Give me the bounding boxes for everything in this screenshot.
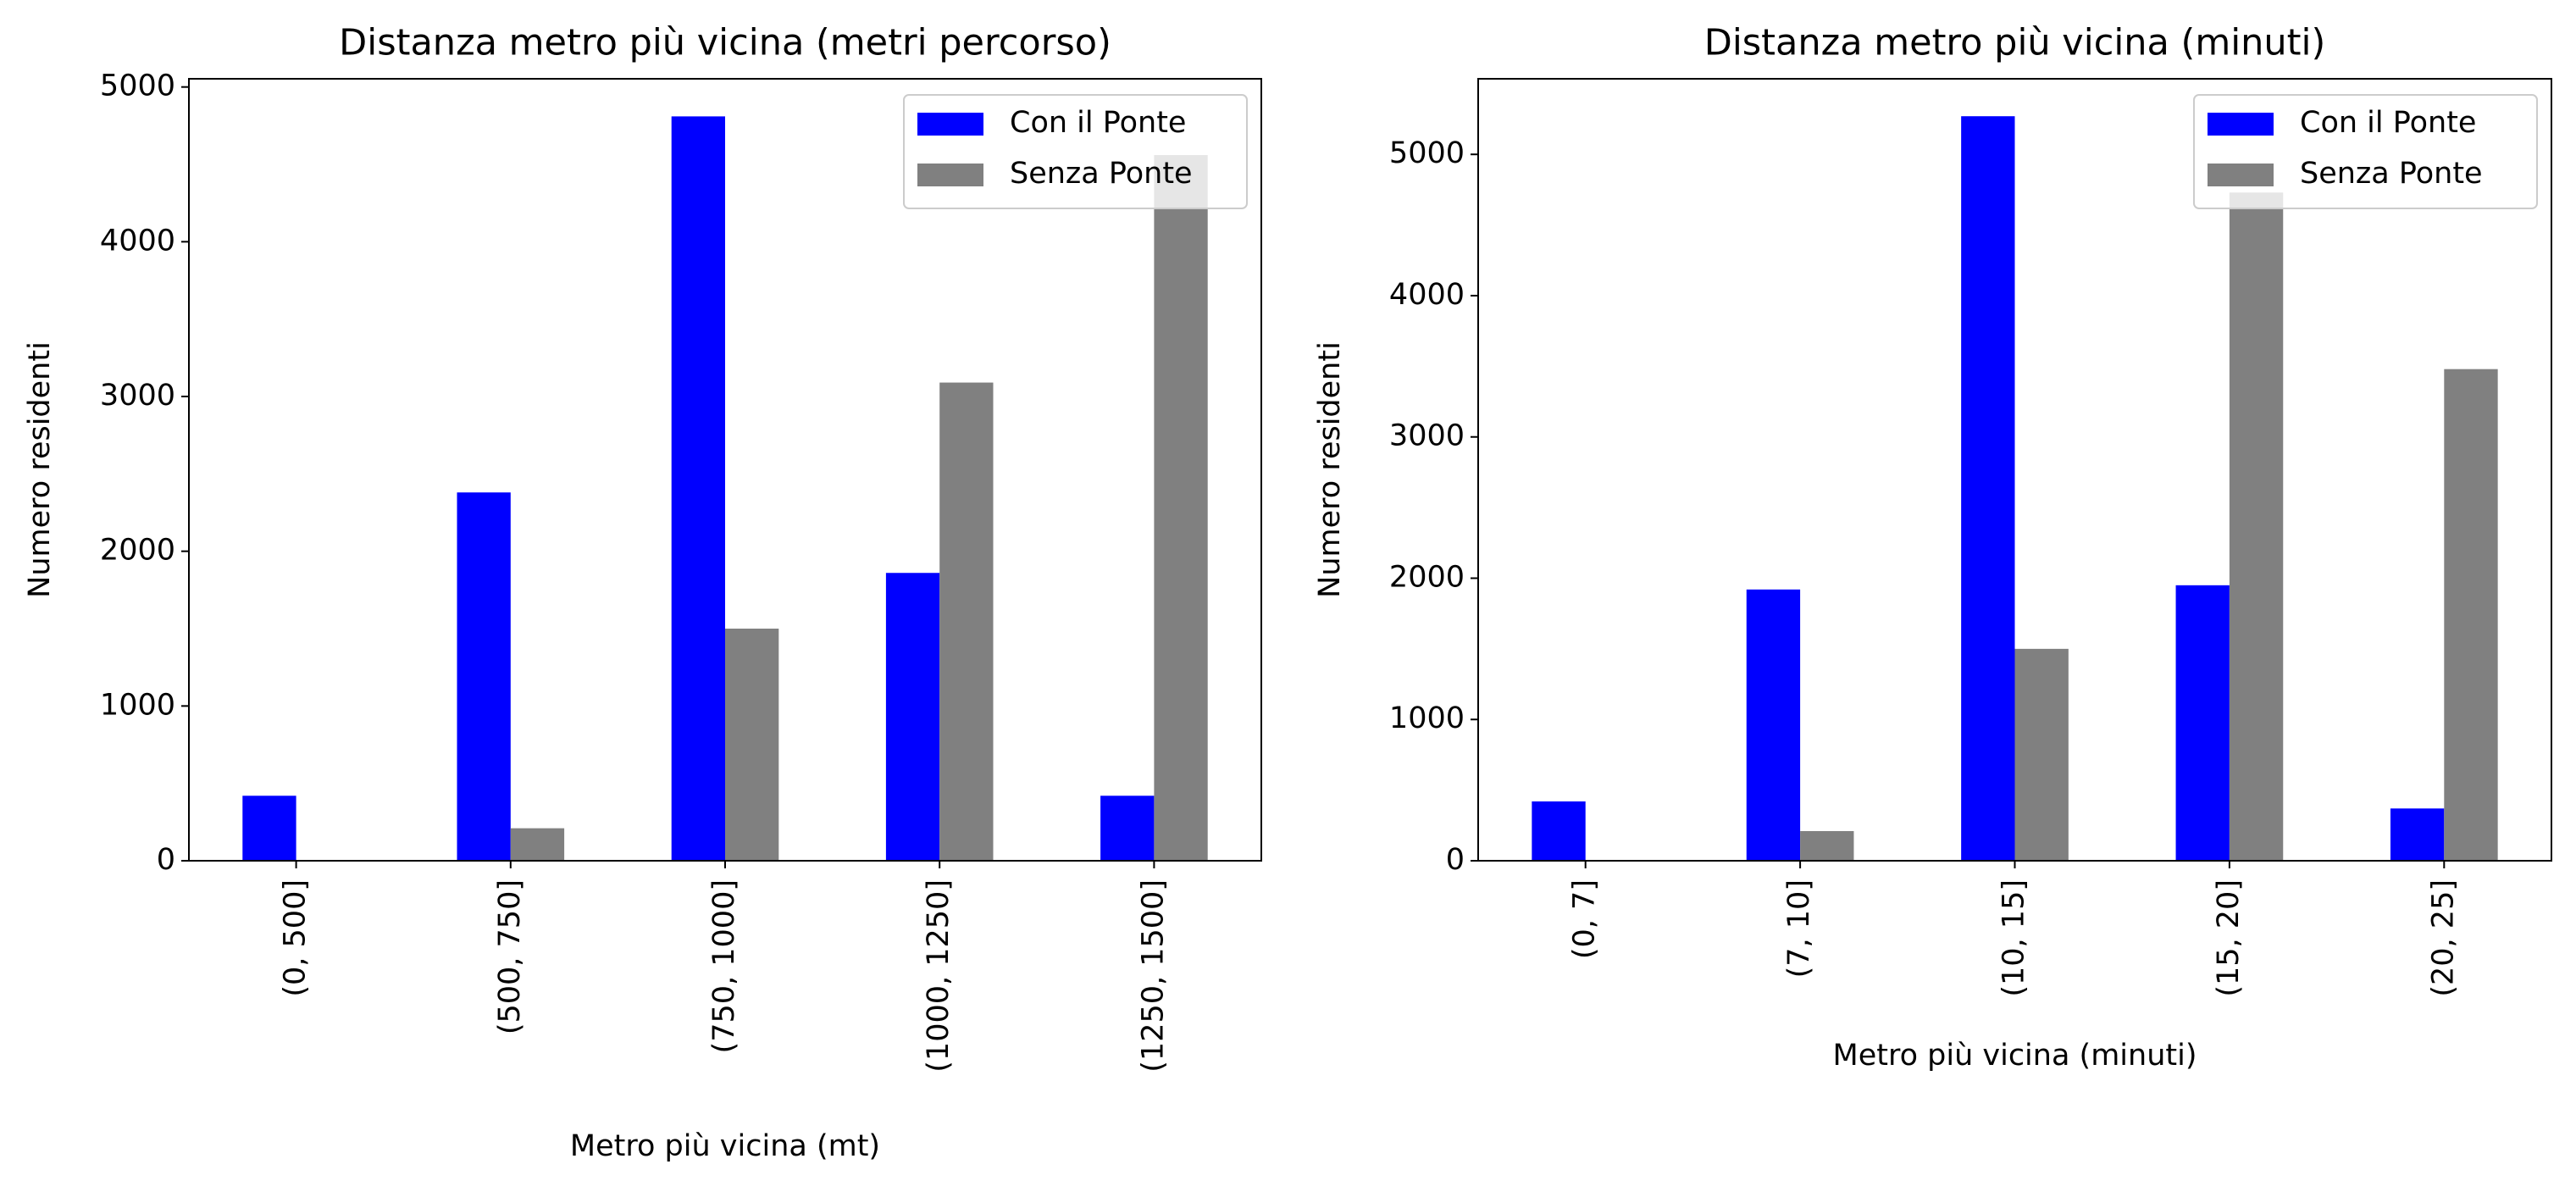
legend-box <box>2193 94 2538 209</box>
x-tick-label: (1250, 1500] <box>1136 879 1170 1073</box>
x-tick-label: (750, 1000] <box>707 879 741 1053</box>
bar <box>1746 589 1801 861</box>
legend-label: Con il Ponte <box>1010 106 1186 140</box>
x-tick-label: (10, 15] <box>1997 879 2031 997</box>
bar <box>2014 648 2069 861</box>
chart-title: Distanza metro più vicina (metri percors… <box>339 22 1111 64</box>
x-tick-label: (15, 20] <box>2212 879 2246 997</box>
x-tick-label: (500, 750] <box>493 879 527 1034</box>
y-tick-label: 0 <box>157 843 175 877</box>
x-axis-label: Metro più vicina (minuti) <box>1833 1039 2197 1073</box>
y-axis-label: Numero residenti <box>23 341 57 598</box>
x-tick-label: (20, 25] <box>2426 879 2460 997</box>
y-tick-label: 2000 <box>100 534 175 568</box>
x-tick-label: (0, 500] <box>279 879 313 997</box>
bar <box>939 382 994 861</box>
bar <box>457 492 511 861</box>
y-axis-label: Numero residenti <box>1313 341 1347 598</box>
bar <box>671 116 725 861</box>
y-tick-label: 5000 <box>100 69 175 103</box>
legend-label: Senza Ponte <box>1010 157 1193 191</box>
bar <box>1800 830 1854 861</box>
bar <box>1961 116 2015 861</box>
legend-label: Senza Ponte <box>2300 157 2483 191</box>
bar <box>242 796 296 861</box>
bar <box>725 629 779 861</box>
bar <box>510 828 565 861</box>
x-tick-label: (1000, 1250] <box>922 879 956 1073</box>
legend-label: Con il Ponte <box>2300 106 2476 140</box>
bar <box>2444 369 2498 861</box>
bar <box>2229 192 2284 861</box>
bar <box>885 573 940 861</box>
legend-swatch <box>2208 164 2274 186</box>
y-tick-label: 2000 <box>1389 560 1465 594</box>
bar <box>1154 155 1208 862</box>
axes-frame <box>188 78 1262 862</box>
x-axis-label: Metro più vicina (mt) <box>570 1129 880 1163</box>
bar <box>1532 801 1586 861</box>
y-tick-label: 3000 <box>100 379 175 413</box>
x-tick-label: (7, 10] <box>1782 879 1816 978</box>
y-tick-label: 1000 <box>100 688 175 722</box>
bar <box>2175 585 2230 861</box>
legend-swatch <box>917 113 983 136</box>
y-tick-label: 0 <box>1446 843 1465 877</box>
y-tick-label: 3000 <box>1389 419 1465 453</box>
legend-swatch <box>2208 113 2274 136</box>
bar <box>2390 808 2445 861</box>
bar <box>1100 796 1155 861</box>
chart-title: Distanza metro più vicina (minuti) <box>1704 22 2326 64</box>
axes-frame <box>1477 78 2552 862</box>
legend-swatch <box>917 164 983 186</box>
x-tick-label: (0, 7] <box>1568 879 1602 959</box>
y-tick-label: 4000 <box>100 224 175 258</box>
y-tick-label: 4000 <box>1389 278 1465 312</box>
y-tick-label: 1000 <box>1389 701 1465 735</box>
legend-box <box>903 94 1248 209</box>
y-tick-label: 5000 <box>1389 136 1465 170</box>
